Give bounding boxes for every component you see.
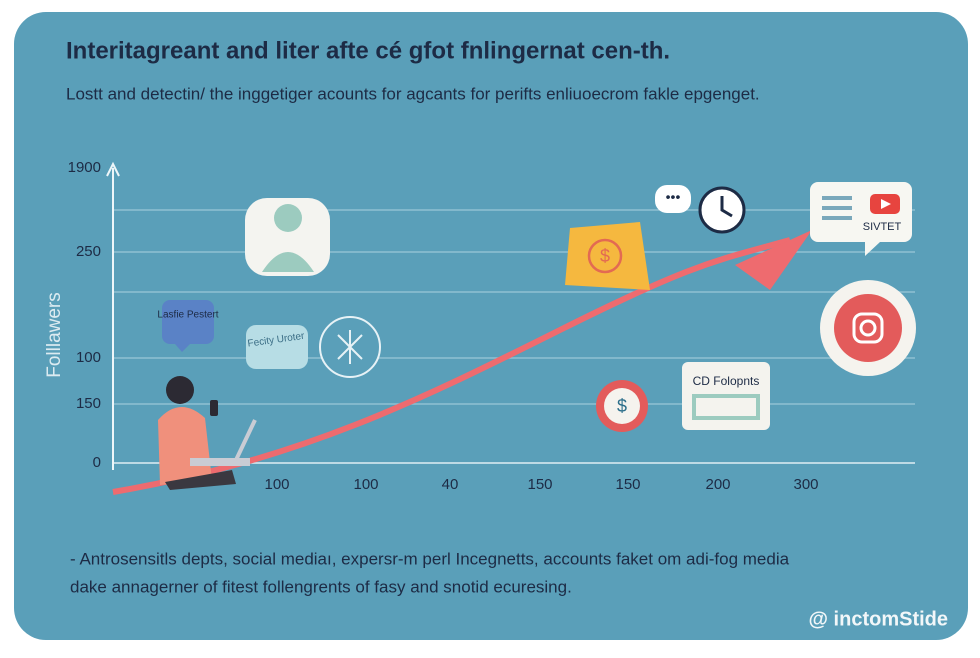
arrow-head (735, 230, 812, 290)
footer-line: - Antrosensitls depts, social mediaı, ex… (70, 549, 790, 568)
stopwatch: $ (596, 380, 648, 432)
svg-text:•••: ••• (666, 189, 681, 205)
x-tick-label: 150 (527, 476, 552, 493)
x-tick-label: 40 (442, 476, 459, 493)
y-tick-label: 150 (76, 395, 101, 412)
panel (14, 12, 968, 640)
video-card: SIVTET (810, 182, 912, 256)
chat-clock: ••• (655, 185, 746, 234)
callout-text: CD Folopnts (693, 374, 760, 388)
callout-text: SIVTET (863, 221, 902, 233)
speech-bubble-2: Fecity Uroter (246, 316, 381, 378)
trend-arrow (112, 237, 791, 495)
svg-text:$: $ (600, 246, 610, 266)
svg-text:$: $ (617, 396, 627, 416)
speech-bubble-1: Lasfie Pestert (157, 300, 219, 352)
y-tick-label: 0 (93, 454, 101, 471)
x-tick-label: 200 (705, 476, 730, 493)
person-with-laptop (158, 376, 257, 490)
x-tick-label: 150 (615, 476, 640, 493)
y-tick-label: 250 (76, 243, 101, 260)
callout-text: Lasfie Pestert (157, 310, 218, 321)
y-tick-label: 100 (76, 349, 101, 366)
instagram-badge (820, 280, 916, 376)
doc-card: CD Folopnts (682, 362, 770, 430)
y-tick-label: 1900 (68, 159, 101, 176)
title: Interitagreant and liter afte cé gfot fn… (66, 37, 670, 64)
x-tick-label: 100 (264, 476, 289, 493)
footer-line: dake annagerner of fitest follengrents o… (70, 577, 572, 596)
dollar-tag: $ (565, 222, 650, 290)
x-tick-label: 300 (793, 476, 818, 493)
person-icon (245, 198, 330, 276)
brand: @ inctomStide (808, 608, 948, 630)
subtitle: Lostt and detectin/ the inggetiger acoun… (66, 84, 760, 103)
x-tick-label: 100 (353, 476, 378, 493)
axis-arrow (106, 161, 120, 177)
grid (113, 209, 915, 464)
y-axis-label: Folllawers (44, 292, 65, 378)
